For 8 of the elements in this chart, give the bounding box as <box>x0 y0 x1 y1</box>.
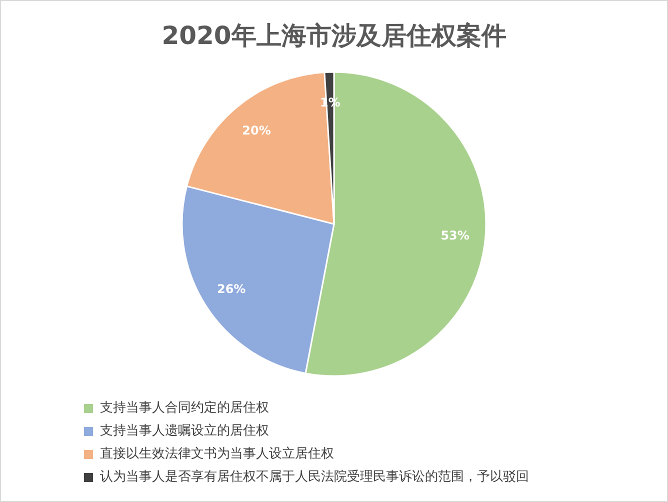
legend-label: 支持当事人遗嘱设立的居住权 <box>100 422 269 438</box>
legend-label: 认为当事人是否享有居住权不属于人民法院受理民事诉讼的范围，予以驳回 <box>100 468 529 484</box>
data-label: 53% <box>440 228 470 242</box>
legend-label: 支持当事人合同约定的居住权 <box>100 400 269 416</box>
chart-title: 2020年上海市涉及居住权案件 <box>162 21 506 50</box>
data-label: 26% <box>216 282 246 296</box>
data-label: 20% <box>242 123 271 138</box>
legend-label: 直接以生效法律文书为当事人设立居住权 <box>100 446 334 462</box>
